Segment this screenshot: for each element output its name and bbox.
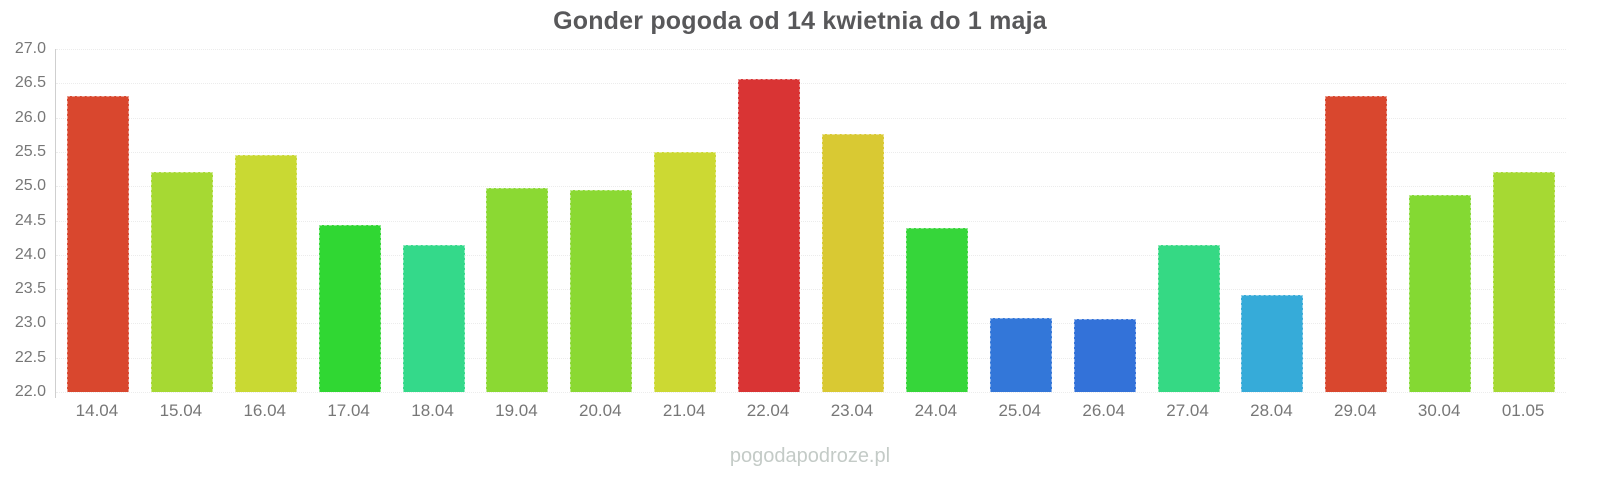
x-axis-tick-label: 29.04	[1334, 401, 1377, 420]
y-axis-tick-label: 23.0	[14, 314, 46, 332]
bar-slot	[895, 49, 979, 392]
x-axis-tick-label: 20.04	[579, 401, 622, 420]
y-axis-tick-label: 26.0	[14, 108, 46, 126]
x-axis-tick-label: 15.04	[159, 401, 203, 420]
x-axis-tick-label: 22.04	[746, 401, 790, 420]
bar-19.04[interactable]	[486, 188, 549, 392]
x-axis-tick	[55, 392, 56, 398]
bar-27.04[interactable]	[1157, 245, 1220, 392]
x-axis-tick-label: 21.04	[662, 401, 706, 420]
bar-slot	[224, 49, 308, 392]
bar-slot	[643, 49, 727, 392]
bar-23.04[interactable]	[821, 134, 884, 392]
x-axis-tick-label: 16.04	[243, 401, 286, 420]
y-axis-tick-label: 22.5	[14, 348, 46, 366]
bar-30.04[interactable]	[1409, 195, 1472, 392]
chart-title: Gonder pogoda od 14 kwietnia do 1 maja	[553, 7, 1047, 35]
x-axis-tick-label: 25.04	[998, 401, 1042, 420]
gridline	[56, 151, 1566, 153]
x-axis-tick-label: 24.04	[914, 401, 958, 420]
gridline	[56, 254, 1566, 256]
bar-15.04[interactable]	[150, 172, 213, 392]
x-axis-tick-label: 23.04	[830, 401, 874, 420]
bar-slot	[1147, 49, 1231, 392]
bar-14.04[interactable]	[66, 95, 129, 392]
x-axis-tick-label: 01.05	[1501, 401, 1545, 420]
bar-slot	[1314, 49, 1398, 392]
bar-16.04[interactable]	[234, 155, 297, 392]
x-axis-tick-label: 14.04	[75, 401, 119, 420]
gridline	[56, 49, 1566, 50]
y-axis-tick-label: 26.5	[14, 74, 46, 92]
bar-22.04[interactable]	[738, 79, 801, 392]
y-axis-tick-label: 24.5	[14, 211, 46, 229]
bar-20.04[interactable]	[570, 190, 633, 392]
bar-slot	[811, 49, 895, 392]
y-axis-tick-label: 22.0	[14, 383, 46, 400]
bar-slot	[56, 49, 140, 392]
x-axis-tick-label: 30.04	[1417, 401, 1461, 420]
y-axis-tick-label: 25.5	[14, 142, 46, 160]
x-axis-tick-label: 19.04	[495, 401, 538, 420]
gridline	[56, 220, 1566, 222]
bar-24.04[interactable]	[905, 228, 968, 392]
x-axis: 14.04 15.04 16.04 17.04 18.04 19.04 20.04 21.04…	[55, 401, 1565, 421]
bar-slot	[727, 49, 811, 392]
x-axis-tick-label: 28.04	[1250, 401, 1293, 420]
bar-29.04[interactable]	[1325, 96, 1388, 392]
gridline	[56, 117, 1566, 119]
gridline	[56, 186, 1566, 188]
bar-series	[56, 49, 1566, 392]
y-axis-tick-label: 25.0	[14, 177, 46, 195]
bar-slot	[979, 49, 1063, 392]
bar-slot	[392, 49, 476, 392]
bar-28.04[interactable]	[1241, 294, 1304, 392]
bar-01.05[interactable]	[1493, 172, 1556, 392]
bar-25.04[interactable]	[989, 317, 1052, 392]
y-axis-tick-label: 24.0	[14, 245, 46, 263]
gridline	[56, 289, 1566, 291]
bar-slot	[475, 49, 559, 392]
bar-slot	[559, 49, 643, 392]
gridline	[56, 83, 1566, 85]
gridline	[56, 392, 1566, 393]
bar-18.04[interactable]	[402, 244, 465, 392]
gridline	[56, 323, 1566, 325]
bar-slot	[1230, 49, 1314, 392]
bar-21.04[interactable]	[654, 151, 717, 392]
x-axis-tick-label: 26.04	[1082, 401, 1125, 420]
watermark: pogodapodroze.pl	[729, 445, 891, 467]
x-axis-tick-label: 18.04	[411, 401, 454, 420]
y-axis-tick-label: 23.5	[14, 280, 46, 298]
plot-area	[55, 49, 1566, 393]
gridline	[56, 357, 1566, 359]
x-axis-tick-label: 17.04	[327, 401, 370, 420]
y-axis-tick-label: 27.0	[14, 40, 46, 57]
bar-17.04[interactable]	[318, 225, 381, 392]
bar-slot	[1482, 49, 1566, 392]
x-axis-tick-label: 27.04	[1166, 401, 1209, 420]
bar-slot	[1063, 49, 1147, 392]
bar-slot	[140, 49, 224, 392]
bar-slot	[1398, 49, 1482, 392]
bar-slot	[308, 49, 392, 392]
bar-26.04[interactable]	[1073, 319, 1136, 392]
